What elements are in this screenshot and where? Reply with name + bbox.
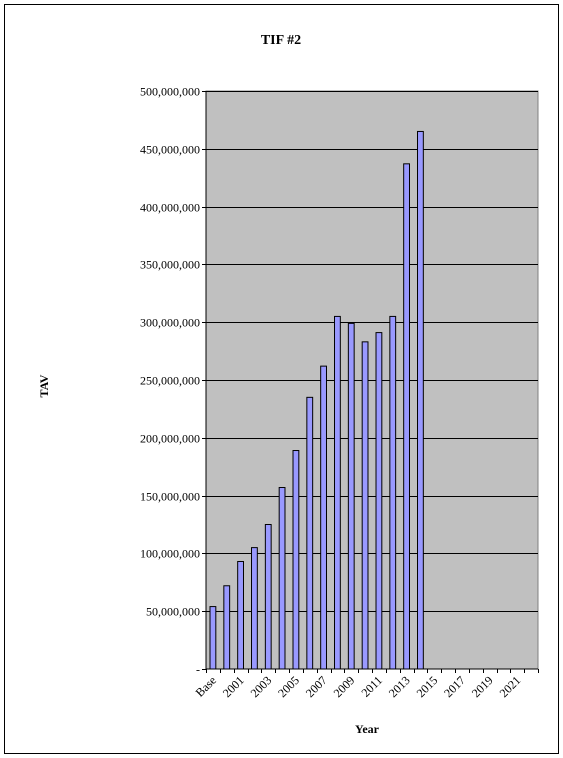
x-tick-label: 2003 [248, 673, 275, 700]
bar-2010 [361, 341, 369, 670]
y-tick-label: 350,000,000 [140, 258, 200, 272]
x-tick-label: 2001 [220, 673, 247, 700]
x-axis-label: Year [355, 722, 380, 736]
x-tick-label: 2009 [331, 673, 358, 700]
bar-2012 [389, 315, 397, 670]
bar-2009 [347, 322, 355, 670]
y-tick-label: 250,000,000 [140, 374, 200, 388]
bar-2007 [320, 365, 327, 670]
y-tick-label: 500,000,000 [140, 85, 200, 99]
y-tick-label: 300,000,000 [140, 316, 200, 330]
bar-2000 [223, 585, 231, 670]
y-axis-label: TAV [37, 374, 51, 397]
x-tick-label: 2007 [303, 673, 330, 700]
y-tick-label: - [196, 663, 200, 677]
x-tick-label: 2021 [497, 673, 524, 700]
x-tick-label: 2017 [441, 673, 468, 700]
bar-2003 [264, 524, 272, 670]
gridlines [206, 91, 538, 612]
x-tick-label: 2015 [414, 673, 441, 700]
y-tick-label: 100,000,000 [140, 547, 200, 561]
y-tick-label: 200,000,000 [140, 432, 200, 446]
x-tick-label: 2019 [469, 673, 496, 700]
x-tick-label: 2005 [275, 673, 302, 700]
bar-base [209, 606, 217, 670]
y-axis-ticks: - 50,000,000 100,000,000 150,000,000 200,000… [140, 85, 206, 677]
bar-2005 [292, 450, 300, 670]
x-tick-label: Base [193, 673, 219, 699]
bar-2004 [278, 487, 286, 670]
y-tick-label: 400,000,000 [140, 201, 200, 215]
bar-2013 [403, 163, 410, 670]
bars [209, 130, 424, 670]
x-tick-label: 2011 [358, 673, 385, 700]
y-tick-label: 150,000,000 [140, 490, 200, 504]
bar-2002 [251, 547, 258, 670]
x-axis-ticks: Base 2001 2003 2005 2007 2009 2011 2013 2015 2017… [193, 669, 539, 700]
bar-2014 [417, 130, 424, 670]
x-tick-label: 2013 [386, 673, 413, 700]
y-tick-label: 50,000,000 [146, 605, 200, 619]
bar-2001 [237, 560, 244, 670]
bar-2006 [306, 396, 314, 670]
bar-2011 [375, 332, 383, 670]
y-tick-label: 450,000,000 [140, 143, 200, 157]
chart-title: TIF #2 [261, 33, 301, 48]
bar-2008 [334, 315, 341, 670]
